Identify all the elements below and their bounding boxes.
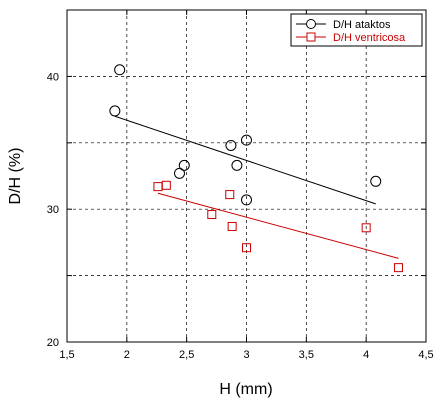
data-point-circle bbox=[173, 167, 185, 179]
data-points bbox=[109, 64, 403, 273]
x-tick-label: 1,5 bbox=[59, 349, 74, 361]
x-tick-label: 3 bbox=[243, 349, 249, 361]
legend-label-ventricosa: D/H ventricosa bbox=[333, 32, 406, 44]
x-tick-label: 3,5 bbox=[299, 349, 314, 361]
legend-entry-ataktos: D/H ataktоs bbox=[296, 19, 391, 31]
x-tick-label: 4 bbox=[363, 349, 369, 361]
x-axis-label: H (mm) bbox=[219, 381, 272, 398]
x-tick-label: 2,5 bbox=[179, 349, 194, 361]
trend-line bbox=[114, 115, 376, 205]
x-tick-label: 2 bbox=[124, 349, 130, 361]
axis-ticks: 1,5 2 2,5 3 3,5 4 4,5 20 30 40 bbox=[47, 10, 434, 361]
x-tick-label: 4,5 bbox=[418, 349, 433, 361]
data-point-square bbox=[361, 223, 371, 233]
legend-entry-ventricosa: D/H ventricosa bbox=[296, 32, 406, 44]
data-point-square bbox=[207, 210, 217, 220]
y-tick-label: 40 bbox=[47, 71, 59, 83]
y-axis-label: D/H (%) bbox=[7, 148, 24, 205]
data-point-circle bbox=[231, 159, 243, 171]
y-tick-label: 30 bbox=[47, 204, 59, 216]
legend: D/H ataktоs D/H ventricosa bbox=[290, 13, 423, 47]
data-point-square bbox=[161, 180, 171, 190]
data-point-circle bbox=[109, 105, 121, 117]
y-tick-label: 20 bbox=[47, 337, 59, 349]
data-point-square bbox=[227, 221, 237, 231]
data-point-circle bbox=[241, 194, 252, 206]
trend-lines bbox=[114, 115, 399, 259]
data-point-circle bbox=[225, 139, 237, 151]
data-point-square bbox=[153, 182, 163, 192]
legend-marker-ataktos bbox=[306, 19, 316, 29]
grid-lines bbox=[67, 10, 426, 342]
trend-line bbox=[157, 192, 399, 259]
data-point-circle bbox=[178, 159, 190, 171]
data-point-circle bbox=[370, 175, 382, 187]
data-point-square bbox=[225, 190, 235, 200]
legend-marker-ventricosa bbox=[306, 32, 316, 42]
legend-label-ataktos: D/H ataktоs bbox=[333, 19, 391, 31]
data-point-circle bbox=[114, 64, 126, 76]
data-point-square bbox=[393, 263, 403, 273]
data-point-square bbox=[242, 243, 251, 253]
data-point-circle bbox=[241, 134, 252, 146]
